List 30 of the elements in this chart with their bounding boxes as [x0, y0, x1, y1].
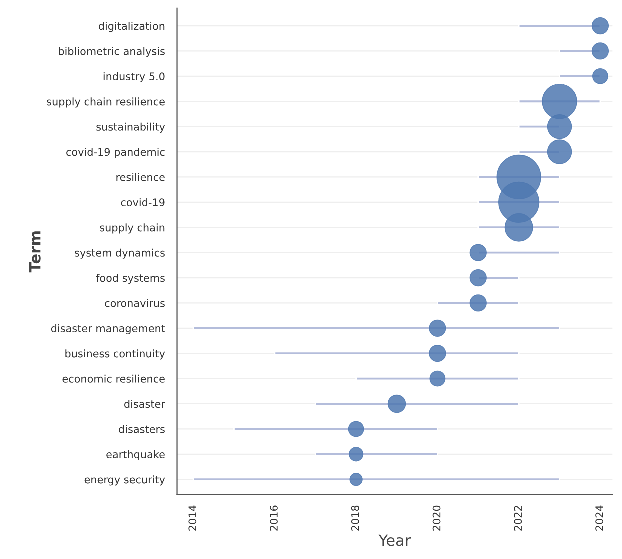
bar [314, 402, 520, 406]
x-tick-label: 2020 [432, 506, 441, 531]
y-tick-label: resilience [116, 173, 165, 182]
y-tick-label: coronavirus [105, 299, 165, 308]
y-tick-label: covid-19 pandemic [66, 148, 165, 158]
x-tick-label: 2018 [351, 506, 360, 531]
bar [274, 351, 520, 356]
y-tick-label: food systems [96, 274, 165, 284]
x-tick-label: 2014 [188, 506, 197, 531]
x-tick-label: 2024 [596, 506, 604, 531]
y-tick-label: sustainability [96, 122, 166, 133]
y-tick-label: industry 5.0 [104, 72, 165, 83]
x-tick-label: 2022 [514, 506, 522, 531]
y-tick-label: system dynamics [75, 248, 165, 259]
y-tick-label: earthquake [106, 450, 165, 461]
y-tick-label: covid-19 [121, 198, 165, 207]
y-axis-title: Term [30, 232, 41, 273]
y-tick-label: digitalization [98, 22, 165, 32]
y-tick-label: supply chain resilience [47, 98, 165, 108]
y-tick-label: energy security [84, 476, 166, 486]
y-tick-label: disaster [124, 400, 166, 408]
y-tick-label: economic resilience [62, 374, 165, 383]
x-axis-title: Year [378, 534, 412, 546]
bar [192, 326, 560, 331]
y-tick-label: disaster management [51, 324, 166, 335]
y-tick-label: supply chain [100, 224, 165, 234]
y-tick-label: business continuity [66, 350, 166, 360]
y-tick-label: disasters [119, 425, 165, 434]
y-tick-label: bibliometric analysis [59, 47, 165, 58]
x-tick-label: 2016 [270, 506, 278, 531]
